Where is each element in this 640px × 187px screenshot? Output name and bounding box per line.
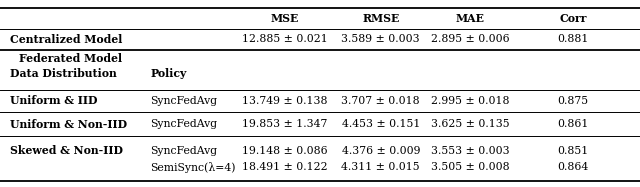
Text: 0.864: 0.864 bbox=[557, 162, 588, 172]
Text: 18.491 ± 0.122: 18.491 ± 0.122 bbox=[242, 162, 328, 172]
Text: 3.505 ± 0.008: 3.505 ± 0.008 bbox=[431, 162, 509, 172]
Text: Centralized Model: Centralized Model bbox=[10, 34, 122, 45]
Text: 4.453 ± 0.151: 4.453 ± 0.151 bbox=[342, 119, 420, 129]
Text: Data Distribution: Data Distribution bbox=[10, 68, 116, 79]
Text: 3.707 ± 0.018: 3.707 ± 0.018 bbox=[342, 96, 420, 106]
Text: MSE: MSE bbox=[271, 13, 299, 24]
Text: 3.553 ± 0.003: 3.553 ± 0.003 bbox=[431, 145, 509, 156]
Text: Uniform & IID: Uniform & IID bbox=[10, 96, 97, 106]
Text: Skewed & Non-IID: Skewed & Non-IID bbox=[10, 145, 123, 156]
Text: Uniform & Non-IID: Uniform & Non-IID bbox=[10, 119, 127, 130]
Text: RMSE: RMSE bbox=[362, 13, 399, 24]
Text: SyncFedAvg: SyncFedAvg bbox=[150, 96, 218, 106]
Text: 19.148 ± 0.086: 19.148 ± 0.086 bbox=[242, 145, 328, 156]
Text: Policy: Policy bbox=[150, 68, 187, 79]
Text: 0.881: 0.881 bbox=[557, 34, 589, 44]
Text: 3.625 ± 0.135: 3.625 ± 0.135 bbox=[431, 119, 509, 129]
Text: 2.995 ± 0.018: 2.995 ± 0.018 bbox=[431, 96, 509, 106]
Text: 4.311 ± 0.015: 4.311 ± 0.015 bbox=[342, 162, 420, 172]
Text: 0.851: 0.851 bbox=[557, 145, 588, 156]
Text: SemiSync(λ=4): SemiSync(λ=4) bbox=[150, 162, 236, 173]
Text: 13.749 ± 0.138: 13.749 ± 0.138 bbox=[242, 96, 328, 106]
Text: 0.875: 0.875 bbox=[557, 96, 588, 106]
Text: Corr: Corr bbox=[559, 13, 586, 24]
Text: 12.885 ± 0.021: 12.885 ± 0.021 bbox=[242, 34, 328, 44]
Text: 0.861: 0.861 bbox=[557, 119, 589, 129]
Text: 4.376 ± 0.009: 4.376 ± 0.009 bbox=[342, 145, 420, 156]
Text: 2.895 ± 0.006: 2.895 ± 0.006 bbox=[431, 34, 509, 44]
Text: MAE: MAE bbox=[456, 13, 485, 24]
Text: SyncFedAvg: SyncFedAvg bbox=[150, 119, 218, 129]
Text: SyncFedAvg: SyncFedAvg bbox=[150, 145, 218, 156]
Text: 3.589 ± 0.003: 3.589 ± 0.003 bbox=[342, 34, 420, 44]
Text: Federated Model: Federated Model bbox=[19, 53, 122, 64]
Text: 19.853 ± 1.347: 19.853 ± 1.347 bbox=[242, 119, 328, 129]
